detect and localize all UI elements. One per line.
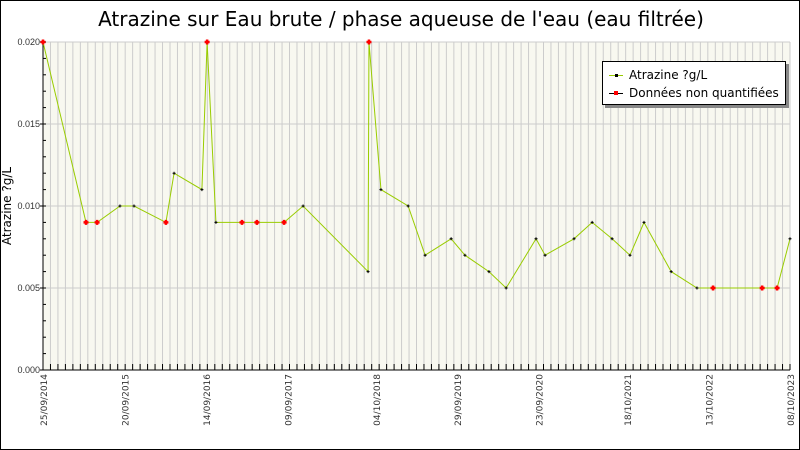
data-point (628, 253, 632, 257)
data-point (610, 237, 614, 241)
y-tick-label: 0.010 (17, 201, 40, 211)
y-tick-label: 0.005 (17, 283, 40, 293)
y-tick-label: 0.015 (17, 119, 40, 129)
data-point (504, 286, 508, 290)
x-tick-label: 23/09/2020 (536, 374, 546, 426)
x-tick-label: 04/10/2018 (373, 374, 383, 426)
legend: Atrazine ?g/L Données non quantifiées (602, 61, 786, 105)
chart-title: Atrazine sur Eau brute / phase aqueuse d… (98, 7, 704, 31)
legend-item-series: Atrazine ?g/L (603, 66, 707, 84)
data-point-non-quantified (83, 219, 89, 225)
data-point (463, 253, 467, 257)
data-point-non-quantified (204, 39, 210, 45)
data-point (669, 270, 673, 274)
data-point-non-quantified (40, 39, 46, 45)
data-point (200, 188, 204, 192)
data-point (642, 220, 646, 224)
data-point (172, 171, 176, 175)
data-point (366, 270, 370, 274)
y-axis-label: Atrazine ?g/L (0, 166, 14, 246)
data-point-non-quantified (281, 219, 287, 225)
data-point (379, 188, 383, 192)
y-tick-label: 0.020 (17, 37, 40, 47)
data-point (572, 237, 576, 241)
data-point-non-quantified (366, 39, 372, 45)
legend-nq-label: Données non quantifiées (629, 86, 779, 100)
x-tick-label: 09/09/2017 (284, 374, 294, 426)
legend-item-non-quantified: Données non quantifiées (603, 84, 779, 102)
x-tick-label: 25/09/2014 (40, 374, 50, 426)
x-tick-label: 13/10/2022 (706, 374, 716, 426)
x-tick-label: 18/10/2021 (624, 374, 634, 426)
series-line (42, 41, 791, 289)
data-point (423, 253, 427, 257)
data-point-non-quantified (239, 219, 245, 225)
data-point-non-quantified (94, 219, 100, 225)
data-point (118, 204, 122, 208)
data-point-non-quantified (759, 285, 765, 291)
data-point (534, 237, 538, 241)
data-point-non-quantified (774, 285, 780, 291)
data-point (214, 220, 218, 224)
x-tick-label: 08/10/2023 (787, 374, 797, 426)
data-point (301, 204, 305, 208)
data-point (132, 204, 136, 208)
legend-nq-marker-icon (603, 84, 629, 102)
data-point-non-quantified (163, 219, 169, 225)
y-tick-label: 0.000 (17, 365, 40, 375)
data-point (406, 204, 410, 208)
x-tick-label: 29/09/2019 (454, 374, 464, 426)
data-point (695, 286, 699, 290)
legend-series-label: Atrazine ?g/L (629, 68, 708, 82)
data-point (590, 220, 594, 224)
x-tick-label: 20/09/2015 (121, 374, 131, 426)
data-point (487, 270, 491, 274)
x-tick-label: 14/09/2016 (203, 374, 213, 426)
legend-series-marker-icon (603, 66, 629, 84)
data-point (788, 237, 792, 241)
data-point (543, 253, 547, 257)
data-point-non-quantified (254, 219, 260, 225)
data-point (449, 237, 453, 241)
data-point-non-quantified (710, 285, 716, 291)
